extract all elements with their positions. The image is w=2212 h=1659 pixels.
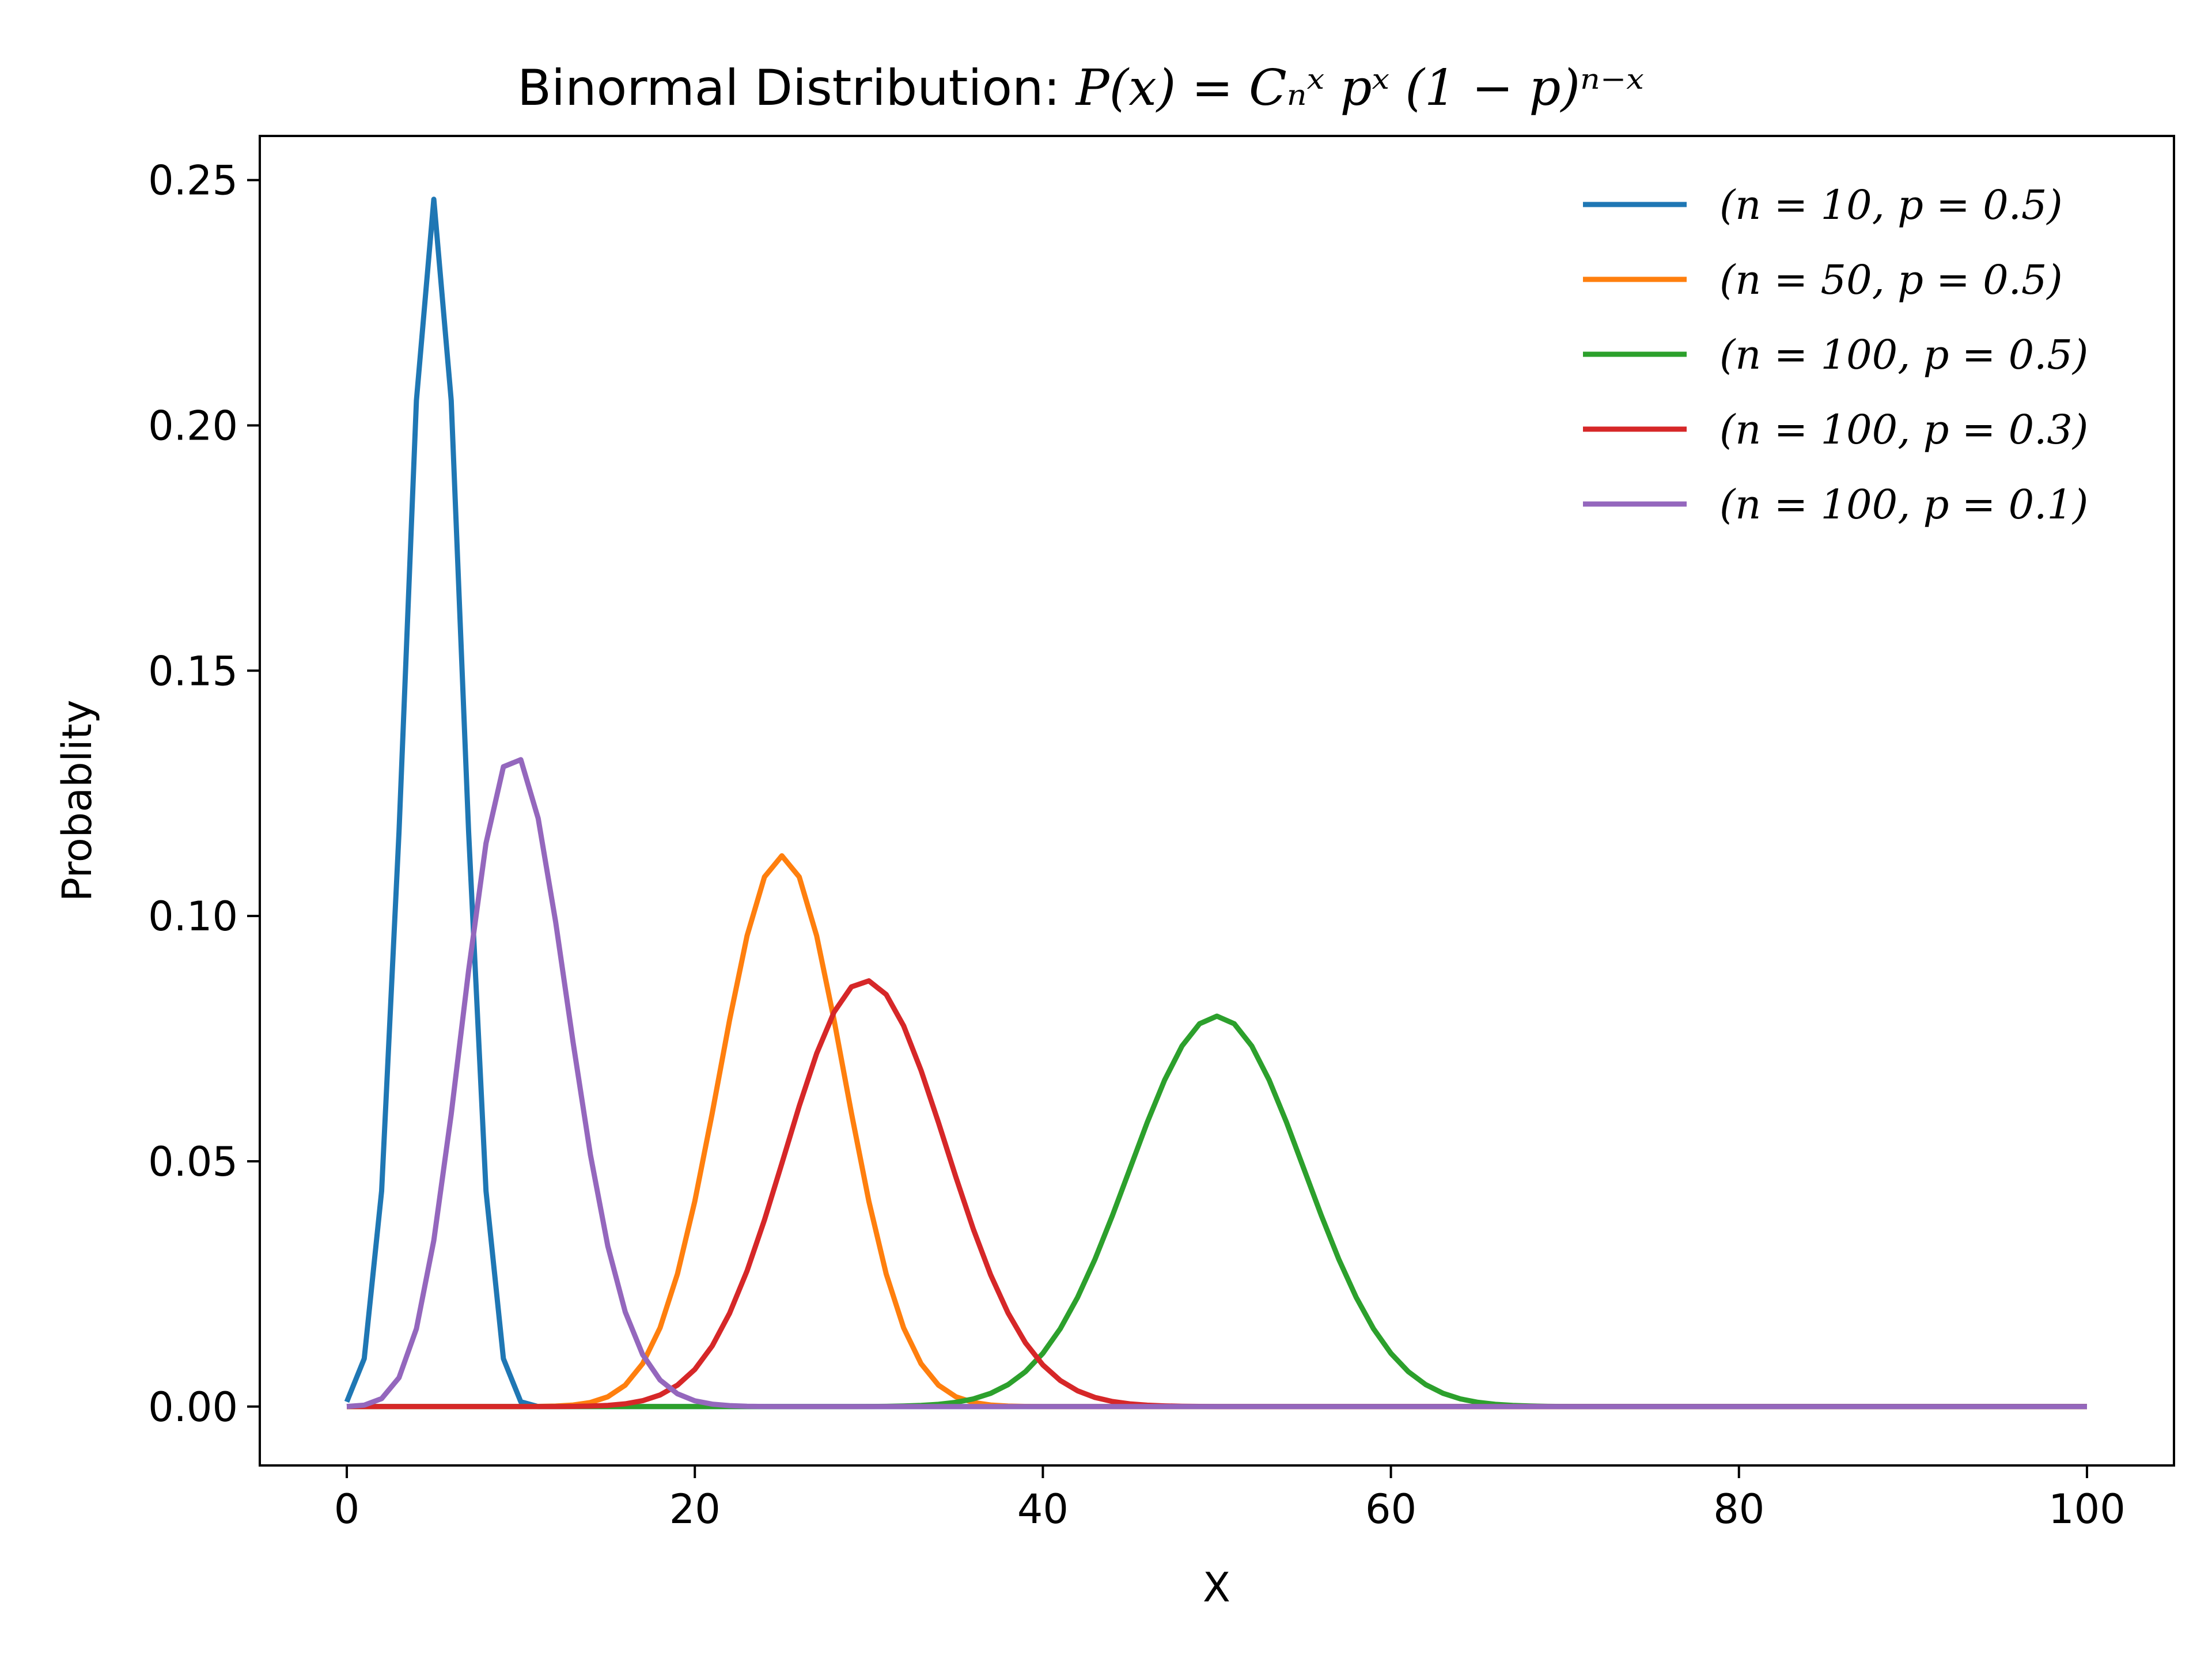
series-line-5 — [346, 757, 2087, 1410]
chart-title-prefix: Binormal Distribution: — [517, 59, 1076, 117]
chart-title-formula: P(x) = Cₙˣ pˣ (1 − p)ⁿ⁻ˣ — [1075, 59, 1644, 117]
x-tick-label: 0 — [334, 1486, 360, 1533]
y-tick-label: 0.05 — [148, 1138, 238, 1185]
x-tick-label: 40 — [1017, 1486, 1069, 1533]
y-tick-label: 0.00 — [148, 1384, 238, 1431]
x-tick-label: 80 — [1713, 1486, 1764, 1533]
x-tick-label: 20 — [669, 1486, 721, 1533]
x-tick-label: 100 — [2048, 1486, 2126, 1533]
y-tick-label: 0.20 — [148, 402, 238, 449]
legend: (n = 10, p = 0.5) (n = 50, p = 0.5) (n = 1… — [1583, 181, 2088, 528]
legend-label-3: (n = 100, p = 0.5) — [1719, 331, 2088, 378]
chart-title: Binormal Distribution: P(x) = Cₙˣ pˣ (1 … — [517, 59, 1644, 117]
plot-area-frame — [259, 135, 2175, 1467]
legend-label-5: (n = 100, p = 0.1) — [1719, 481, 2088, 528]
x-axis: 0 20 40 60 80 100 — [334, 1465, 2126, 1533]
y-axis: 0.00 0.05 0.10 0.15 0.20 0.25 — [148, 157, 260, 1431]
x-axis-label: X — [1203, 1564, 1230, 1611]
series-layer — [344, 196, 2087, 1410]
y-tick-label: 0.10 — [148, 893, 238, 940]
legend-label-2: (n = 50, p = 0.5) — [1719, 256, 2063, 304]
y-tick-label: 0.25 — [148, 157, 238, 204]
legend-label-1: (n = 10, p = 0.5) — [1719, 181, 2063, 229]
y-axis-label: Probablity — [54, 700, 101, 902]
legend-label-4: (n = 100, p = 0.3) — [1719, 406, 2088, 453]
x-tick-label: 60 — [1365, 1486, 1416, 1533]
y-tick-label: 0.15 — [148, 647, 238, 695]
